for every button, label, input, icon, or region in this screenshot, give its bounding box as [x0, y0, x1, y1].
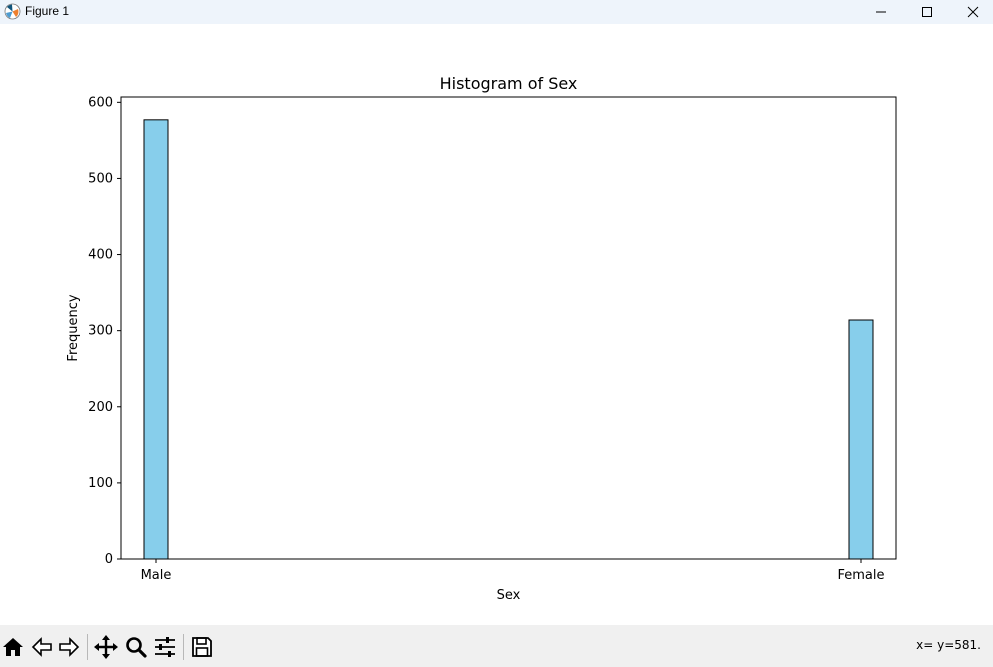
toolbar-separator [183, 634, 184, 660]
pan-icon [94, 635, 118, 659]
x-tick-label: Male [141, 568, 172, 583]
axes-frame [120, 96, 897, 560]
y-tick-label: 300 [88, 324, 113, 339]
figure-canvas[interactable]: 0 100 200 300 400 500 600 Male Female Histogram o… [0, 24, 993, 625]
pan-button[interactable] [93, 634, 119, 660]
minimize-button[interactable] [858, 0, 904, 24]
cursor-coordinates: x= y=581. [916, 638, 981, 652]
histogram-bar-female [848, 319, 874, 560]
matplotlib-logo-icon [4, 3, 21, 20]
title-bar: Figure 1 [0, 0, 993, 24]
forward-button[interactable] [56, 634, 82, 660]
save-icon [192, 637, 212, 657]
back-button[interactable] [29, 634, 55, 660]
y-tick-label: 0 [105, 552, 113, 567]
home-icon [3, 638, 23, 656]
navigation-toolbar: x= y=581. [0, 625, 993, 667]
close-button[interactable] [950, 0, 993, 24]
histogram-bar-male [143, 119, 169, 560]
back-icon [31, 637, 52, 657]
zoom-icon [126, 637, 147, 658]
y-tick-label: 600 [88, 95, 113, 110]
window-title: Figure 1 [25, 4, 70, 18]
forward-icon [59, 637, 80, 657]
maximize-icon [922, 7, 932, 17]
y-tick-label: 100 [88, 476, 113, 491]
x-axis-label: Sex [497, 588, 521, 603]
zoom-button[interactable] [123, 634, 149, 660]
y-axis-label: Frequency [66, 294, 81, 361]
x-tick-label: Female [837, 568, 884, 583]
home-button[interactable] [0, 634, 26, 660]
toolbar-separator [87, 634, 88, 660]
y-tick-label: 500 [88, 171, 113, 186]
configure-subplots-button[interactable] [152, 634, 178, 660]
histogram-chart: 0 100 200 300 400 500 600 Male Female Histogram o… [66, 74, 897, 603]
minimize-icon [876, 11, 886, 13]
chart-title: Histogram of Sex [440, 74, 578, 93]
maximize-button[interactable] [904, 0, 950, 24]
close-icon [967, 6, 979, 18]
configure-icon [155, 637, 175, 657]
save-button[interactable] [189, 634, 215, 660]
y-tick-label: 400 [88, 248, 113, 263]
y-tick-label: 200 [88, 400, 113, 415]
